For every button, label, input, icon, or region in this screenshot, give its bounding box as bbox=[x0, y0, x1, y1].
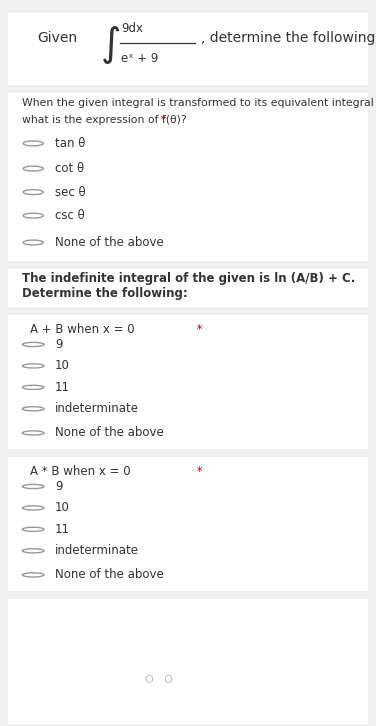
Text: $\int$: $\int$ bbox=[100, 25, 120, 66]
Text: cot θ: cot θ bbox=[55, 162, 84, 175]
Text: When the given integral is transformed to its equivalent integral of f(θ) dθ,: When the given integral is transformed t… bbox=[23, 98, 376, 108]
Text: A + B when x = 0: A + B when x = 0 bbox=[30, 323, 134, 336]
Text: *: * bbox=[193, 323, 203, 336]
Text: 9dx: 9dx bbox=[121, 23, 143, 36]
Text: csc θ: csc θ bbox=[55, 209, 85, 222]
Text: , determine the following:: , determine the following: bbox=[201, 31, 376, 45]
Text: *: * bbox=[193, 465, 203, 478]
Text: eˣ + 9: eˣ + 9 bbox=[121, 52, 159, 65]
Text: tan θ: tan θ bbox=[55, 137, 85, 150]
Text: what is the expression of f(θ)?: what is the expression of f(θ)? bbox=[23, 115, 187, 125]
Text: None of the above: None of the above bbox=[55, 236, 164, 249]
Text: A * B when x = 0: A * B when x = 0 bbox=[30, 465, 130, 478]
Text: The indefinite integral of the given is ln (A/B) + C. Determine the following:: The indefinite integral of the given is … bbox=[23, 272, 356, 300]
Text: sec θ: sec θ bbox=[55, 186, 85, 199]
Text: indeterminate: indeterminate bbox=[55, 402, 139, 415]
Text: indeterminate: indeterminate bbox=[55, 544, 139, 558]
Text: 10: 10 bbox=[55, 359, 70, 372]
Text: 9: 9 bbox=[55, 480, 62, 493]
Text: Given: Given bbox=[37, 31, 77, 45]
Text: None of the above: None of the above bbox=[55, 568, 164, 582]
Text: 10: 10 bbox=[55, 502, 70, 515]
Text: *: * bbox=[158, 115, 166, 125]
Text: 11: 11 bbox=[55, 523, 70, 536]
Text: O   O: O O bbox=[145, 675, 173, 685]
Text: None of the above: None of the above bbox=[55, 426, 164, 439]
Text: 11: 11 bbox=[55, 381, 70, 394]
Text: 9: 9 bbox=[55, 338, 62, 351]
